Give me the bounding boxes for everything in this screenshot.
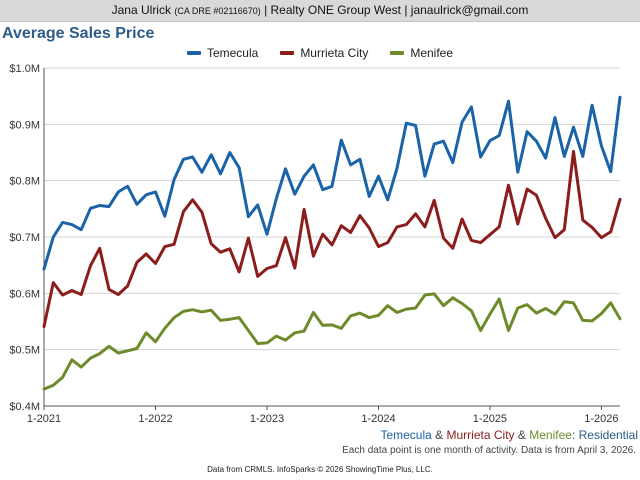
legend-label-menifee: Menifee bbox=[410, 46, 454, 60]
y-tick-label: $0.5M bbox=[9, 345, 40, 357]
subtitle-amp-2: & bbox=[517, 428, 526, 442]
chart-legend: Temecula Murrieta City Menifee bbox=[0, 46, 640, 60]
footer-credit: Data from CRMLS. InfoSparks © 2026 Showi… bbox=[207, 465, 433, 474]
series-line-murrieta-city bbox=[42, 149, 622, 329]
legend-swatch-murrieta-city bbox=[280, 51, 295, 55]
legend-label-murrieta-city: Murrieta City bbox=[300, 46, 369, 60]
y-tick-label: $0.9M bbox=[9, 119, 40, 131]
legend-swatch-menifee bbox=[390, 51, 405, 55]
legend-item-murrieta-city[interactable]: Murrieta City bbox=[280, 46, 368, 60]
x-tick-label: 1-2022 bbox=[138, 413, 172, 425]
chart-note: Each data point is one month of activity… bbox=[342, 445, 636, 456]
line-chart: $0.4M $0.5M $0.6M $0.7M $0.8M $0.9M $1.0M 1-202… bbox=[9, 63, 622, 425]
agent-header: Jana Ulrick (CA DRE #02116670) | Realty … bbox=[0, 0, 640, 22]
agent-license: (CA DRE #02116670) bbox=[174, 6, 261, 16]
legend-swatch-temecula bbox=[186, 51, 201, 55]
series-line-temecula bbox=[42, 95, 622, 271]
series-line-menifee bbox=[42, 292, 622, 391]
subtitle-temecula: Temecula bbox=[380, 428, 432, 442]
y-tick-label: $0.4M bbox=[9, 401, 40, 413]
legend-label-temecula: Temecula bbox=[206, 46, 259, 60]
x-tick-label: 1-2025 bbox=[473, 413, 507, 425]
subtitle-murrieta: Murrieta City bbox=[446, 428, 515, 442]
subtitle-menifee: Menifee bbox=[529, 428, 572, 442]
legend-item-menifee[interactable]: Menifee bbox=[390, 46, 453, 60]
x-tick-label: 1-2026 bbox=[584, 413, 618, 425]
subtitle-amp-1: & bbox=[435, 428, 444, 442]
y-tick-label: $1.0M bbox=[9, 63, 40, 75]
x-tick-label: 1-2021 bbox=[27, 413, 61, 425]
subtitle-colon: : bbox=[571, 428, 576, 442]
x-tick-label: 1-2024 bbox=[361, 413, 395, 425]
agent-brokerage: | Realty ONE Group West | bbox=[264, 3, 408, 17]
x-tick-label: 1-2023 bbox=[250, 413, 284, 425]
y-tick-label: $0.6M bbox=[9, 288, 40, 300]
agent-name: Jana Ulrick bbox=[111, 3, 171, 17]
chart-subtitle: Temecula & Murrieta City & Menifee: Resi… bbox=[380, 428, 638, 442]
legend-item-temecula[interactable]: Temecula bbox=[186, 46, 259, 60]
chart-title: Average Sales Price bbox=[2, 25, 155, 42]
subtitle-residential: Residential bbox=[578, 428, 638, 442]
agent-email[interactable]: janaulrick@gmail.com bbox=[410, 3, 529, 17]
y-tick-label: $0.8M bbox=[9, 176, 40, 188]
y-tick-label: $0.7M bbox=[9, 232, 40, 244]
